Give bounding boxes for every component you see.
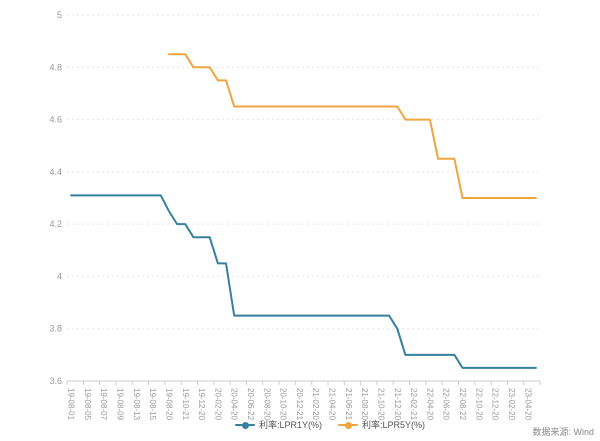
x-axis-label: 19-10-21: [181, 388, 190, 421]
x-axis-label: 22-04-20: [425, 388, 434, 421]
x-axis-label: 22-06-20: [442, 388, 451, 421]
x-axis-label: 20-12-21: [295, 388, 304, 421]
x-axis-label: 19-08-07: [99, 388, 108, 421]
x-axis-label: 21-06-21: [344, 388, 353, 421]
x-axis-label: 20-06-22: [246, 388, 255, 421]
x-axis-label: 19-08-20: [164, 388, 173, 421]
x-axis-label: 22-12-20: [491, 388, 500, 421]
x-axis-label: 20-02-20: [213, 388, 222, 421]
x-axis-label: 20-10-20: [279, 388, 288, 421]
y-axis-label: 3.8: [49, 324, 62, 334]
x-axis-label: 23-04-20: [523, 388, 532, 421]
x-axis-label: 19-12-20: [197, 388, 206, 421]
lpr5y-legend-label: 利率:LPR5Y(%): [362, 420, 426, 430]
x-axis-label: 22-08-22: [458, 388, 467, 421]
y-axis-label: 4.8: [49, 62, 62, 72]
x-axis-label: 21-02-20: [311, 388, 320, 421]
legend-item-lpr1y[interactable]: 利率:LPR1Y(%): [235, 420, 322, 430]
lpr5y-legend-marker-icon: [338, 421, 359, 429]
x-axis-label: 19-08-15: [148, 388, 157, 421]
x-axis-label: 19-08-13: [132, 388, 141, 421]
x-axis-label: 22-10-20: [474, 388, 483, 421]
lpr5y-series-line: [167, 53, 537, 199]
y-axis-label: 3.6: [49, 376, 62, 386]
x-axis-label: 21-10-20: [377, 388, 386, 421]
x-axis-label: 20-08-20: [262, 388, 271, 421]
y-axis-label: 4.2: [49, 219, 62, 229]
legend-item-lpr5y[interactable]: 利率:LPR5Y(%): [338, 420, 425, 430]
chart-legend: 利率:LPR1Y(%) 利率:LPR5Y(%): [235, 417, 425, 433]
x-axis-label: 21-08-20: [360, 388, 369, 421]
lpr1y-legend-label: 利率:LPR1Y(%): [259, 420, 323, 430]
x-axis-label: 19-08-09: [116, 388, 125, 421]
y-axis-label: 4.6: [49, 115, 62, 125]
y-axis-label: 5: [57, 10, 62, 20]
x-axis-label: 19-08-05: [83, 388, 92, 421]
lpr1y-legend-marker-icon: [235, 421, 255, 429]
y-axis-label: 4.4: [49, 167, 62, 177]
y-axis-label: 4: [57, 271, 62, 281]
x-axis-label: 21-04-20: [328, 388, 337, 421]
x-axis-label: 21-12-20: [393, 388, 402, 421]
data-source-note: 数据来源: Wind: [532, 427, 594, 437]
x-axis-label: 22-02-21: [409, 388, 418, 421]
lpr1y-series-line: [70, 194, 537, 369]
x-axis-label: 19-08-01: [67, 388, 76, 421]
x-axis-label: 23-02-20: [507, 388, 516, 421]
x-axis-label: 20-04-20: [230, 388, 239, 421]
